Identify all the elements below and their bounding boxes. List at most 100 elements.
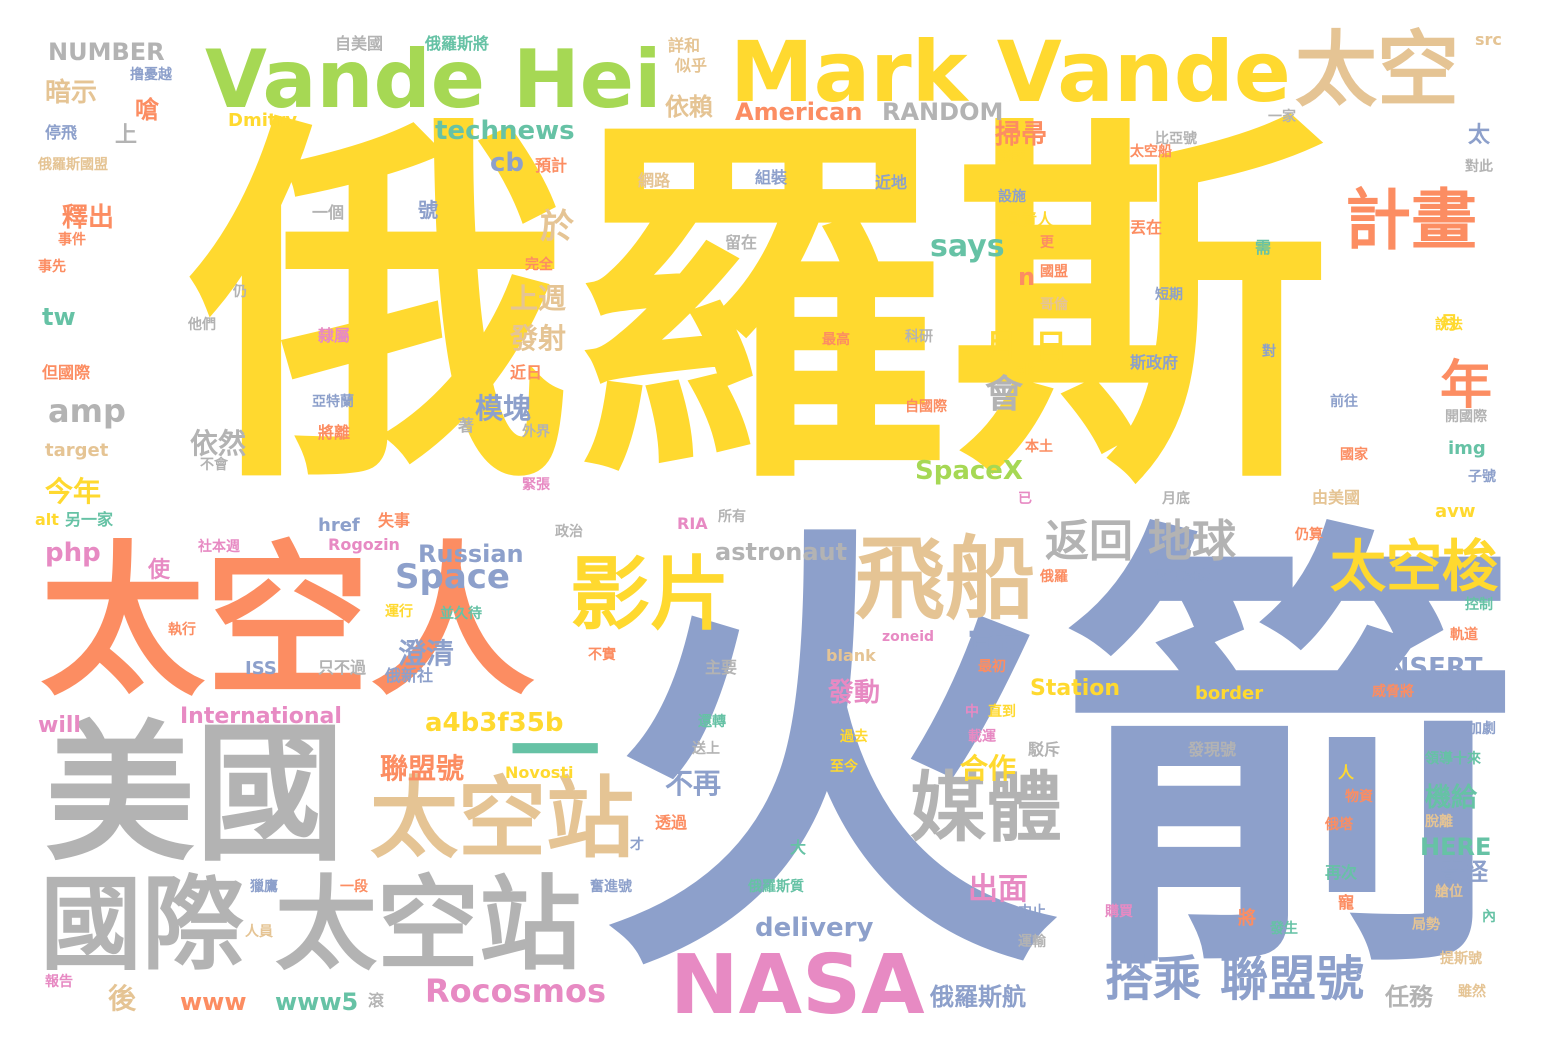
word-small: 但國際: [42, 363, 91, 382]
word-fanhui: 返回: [1045, 516, 1133, 567]
word-station: Station: [1030, 676, 1121, 701]
word-astronaut: astronaut: [715, 538, 848, 566]
word-spacex: SpaceX: [915, 456, 1023, 486]
word-small: 失事: [378, 511, 411, 530]
word-small: 開國際: [1445, 409, 1487, 425]
word-hou: 後: [108, 982, 137, 1015]
word-yu: 於: [540, 207, 574, 247]
word-fashe: 發射: [510, 322, 567, 355]
word-small: 上: [115, 123, 138, 148]
word-small: 運行: [385, 604, 413, 620]
word-novosti: Novosti: [505, 763, 574, 782]
word-small: 社本週: [198, 539, 240, 555]
word-small: 主要: [705, 658, 738, 677]
word-small: 人: [1338, 763, 1355, 782]
word-small: 網路: [638, 171, 671, 190]
word-small: 並久待: [440, 606, 482, 622]
word-www5: www5: [275, 988, 359, 1016]
word-small: 月底: [1162, 491, 1190, 507]
word-yingpian: 影片: [570, 548, 730, 641]
word-border: border: [1195, 683, 1264, 704]
word-small: 似乎: [675, 56, 708, 75]
word-small: 至今: [830, 759, 858, 775]
word-small: 將離: [318, 423, 351, 442]
word-mark-vande: Mark Vande: [730, 23, 1291, 121]
word-small: 再次: [1325, 863, 1358, 882]
word-small: 詳和: [668, 36, 701, 55]
word-feichuan: 飛船: [855, 527, 1035, 632]
word-small: 近地: [875, 173, 908, 192]
word-small: 亞特蘭: [312, 394, 354, 410]
word-small: 太: [1468, 123, 1491, 148]
word-small: 著: [458, 416, 475, 435]
word-alt: alt: [35, 510, 59, 529]
word-small: 只不過: [318, 658, 367, 677]
word-rogozin: Rogozin: [328, 535, 400, 554]
word-small: 奮進號: [590, 879, 632, 895]
word-small: 局勢: [1412, 917, 1440, 933]
word-small: 透過: [655, 813, 688, 832]
word-dmitry: Dmitry: [228, 110, 298, 131]
word-says: says: [930, 229, 1005, 264]
word-small: 不會: [200, 457, 228, 473]
word-taikongzhan-tan: 太空站: [370, 767, 635, 870]
word-small: 大: [790, 838, 807, 857]
word-ria: RIA: [677, 514, 708, 533]
word-href: href: [318, 515, 360, 536]
word-meiguo: 美國: [45, 708, 346, 882]
word-small: 不實: [588, 647, 616, 663]
word-small: 近日: [510, 363, 543, 382]
word-small: 嗆: [135, 96, 159, 124]
word-small: 還轉: [698, 714, 726, 730]
word-small: 留在: [725, 233, 758, 252]
word-hezuo: 合作: [960, 752, 1017, 785]
word-small: 負責人: [1005, 210, 1054, 229]
word-small: 歐美國家: [1155, 569, 1211, 585]
word-jigei: 機給: [1425, 783, 1478, 813]
word-russian: Russian: [418, 540, 524, 568]
word-small: 一段: [340, 879, 368, 895]
word-chengqing: 澄清: [398, 637, 455, 670]
word-taikongsuo: 太空梭: [1330, 535, 1498, 600]
word-small: 科研: [905, 329, 933, 345]
word-cb: cb: [490, 148, 525, 178]
word-lianmenghao-blue: 聯盟號: [1220, 951, 1365, 1007]
word-huojian: 火箭: [600, 492, 1520, 1027]
word-small: 脫離: [1425, 814, 1453, 830]
word-random: RANDOM: [882, 98, 1004, 126]
word-small: 送上: [692, 741, 720, 757]
word-small: 俄羅斯質: [748, 879, 804, 895]
word-xuanbu: 宣布: [968, 628, 1021, 658]
word-yiran: 依然: [190, 427, 247, 460]
word-small: 本土: [1025, 439, 1053, 455]
word-a: a: [1465, 693, 1479, 717]
word-zoneid: zoneid: [882, 629, 935, 645]
word-small: 自國際: [905, 399, 947, 415]
word-small: 一個: [312, 203, 345, 222]
word-international: International: [180, 704, 342, 729]
word-american: American: [735, 98, 863, 126]
word-small: 更: [1040, 235, 1054, 251]
word-taikongzhan-gray: 太空站: [275, 866, 581, 985]
word-rocosmos: Rocosmos: [425, 972, 606, 1010]
word-avw: avw: [1435, 501, 1476, 522]
word-small: 已: [1018, 491, 1032, 507]
word-small: 軌道: [1450, 627, 1478, 643]
word-delivery: delivery: [755, 913, 874, 943]
word-small: 提斯號: [1440, 951, 1482, 967]
word-vande-hei: Vande Hei: [205, 33, 662, 126]
word-small: 過去: [840, 729, 868, 745]
word-small: 斯政府: [1130, 353, 1179, 372]
word-small: 寵: [1338, 893, 1355, 912]
word-small: 俄羅斯國盟: [38, 157, 108, 173]
word-eluosi-hang: 俄羅斯航: [930, 983, 1026, 1011]
word-small: 短期: [1155, 287, 1183, 303]
word-small: 報告: [45, 974, 73, 990]
word-chumian: 出面: [968, 872, 1028, 907]
word-small: 對: [1262, 344, 1276, 360]
word-will: will: [38, 713, 81, 738]
word-small: 使: [148, 558, 171, 583]
word-tw: tw: [42, 303, 76, 331]
word-small: 所有: [718, 509, 746, 525]
word-small: 將: [1238, 908, 1256, 929]
